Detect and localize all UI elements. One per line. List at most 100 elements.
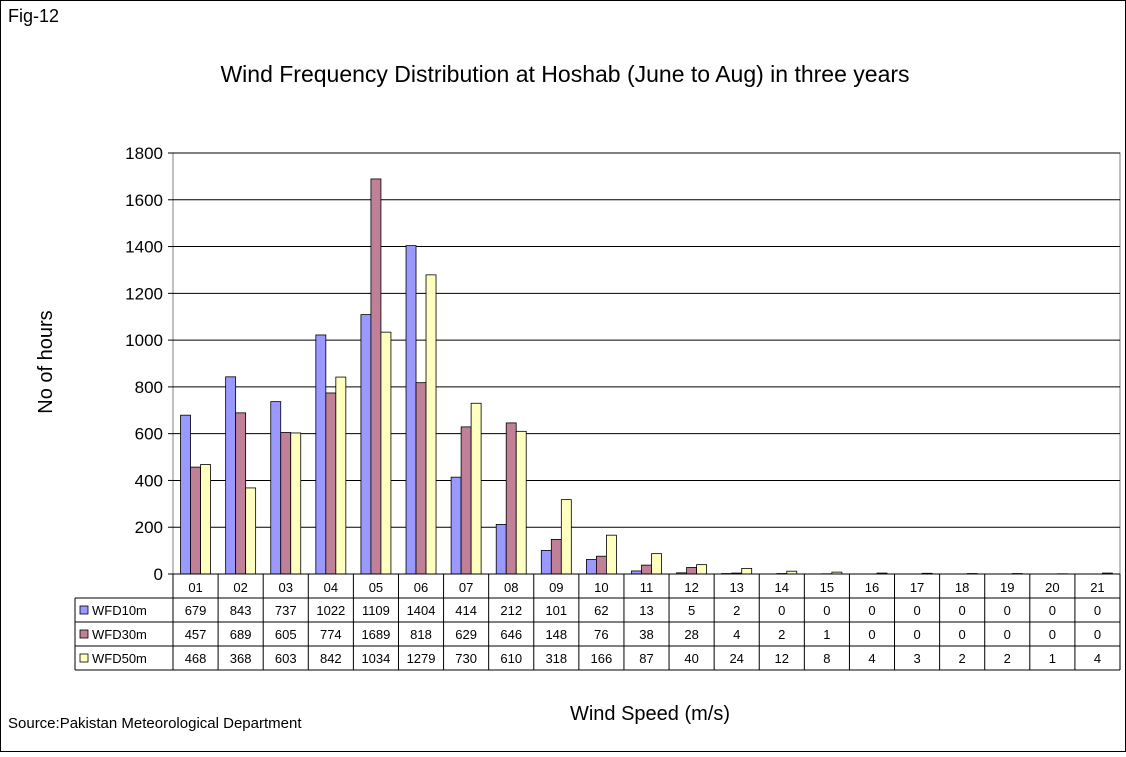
bar [181,415,191,574]
y-tick-label: 600 [135,425,163,444]
bar [271,402,281,574]
bar [371,179,381,574]
x-tick-label: 10 [594,580,608,595]
chart-title: Wind Frequency Distribution at Hoshab (J… [220,61,909,87]
table-cell: 679 [185,603,207,618]
legend-label: WFD50m [92,651,147,666]
table-cell: 28 [684,627,698,642]
bar [516,431,526,574]
bar [416,383,426,574]
bar [246,488,256,574]
bar [541,550,551,574]
table-cell: 1279 [407,651,436,666]
table-cell: 457 [185,627,207,642]
table-cell: 62 [594,603,608,618]
y-tick-label: 200 [135,518,163,537]
y-tick-label: 1800 [125,144,163,163]
bar [461,427,471,574]
y-tick-label: 1600 [125,191,163,210]
table-cell: 468 [185,651,207,666]
bar [326,393,336,574]
y-tick-label: 800 [135,378,163,397]
source: Source:Pakistan Meteorological Departmen… [8,715,302,732]
table-cell: 2 [733,603,740,618]
table-cell: 0 [1049,603,1056,618]
legend-swatch [80,654,88,662]
x-tick-label: 15 [820,580,834,595]
y-tick-label: 1000 [125,331,163,350]
table-cell: 689 [230,627,252,642]
table-cell: 2 [959,651,966,666]
table-cell: 0 [868,627,875,642]
table-cell: 842 [320,651,342,666]
table-cell: 166 [591,651,613,666]
table-cell: 1689 [361,627,390,642]
x-tick-label: 19 [1000,580,1014,595]
table-cell: 730 [455,651,477,666]
x-tick-label: 07 [459,580,473,595]
table-cell: 774 [320,627,342,642]
table-cell: 0 [913,603,920,618]
bar [742,568,752,574]
table-cell: 101 [545,603,567,618]
y-tick-label: 0 [154,565,163,584]
table-cell: 737 [275,603,297,618]
table-cell: 12 [775,651,789,666]
table-cell: 368 [230,651,252,666]
x-tick-label: 17 [910,580,924,595]
bar [642,565,652,574]
legend-label: WFD10m [92,603,147,618]
figure-label: Fig-12 [8,6,59,26]
table-cell: 843 [230,603,252,618]
x-tick-label: 16 [865,580,879,595]
table-cell: 318 [545,651,567,666]
x-tick-label: 04 [324,580,338,595]
x-tick-label: 02 [233,580,247,595]
bar [606,535,616,574]
x-tick-label: 06 [414,580,428,595]
table-cell: 3 [913,651,920,666]
table-cell: 610 [500,651,522,666]
table-cell: 0 [823,603,830,618]
table-cell: 0 [1004,627,1011,642]
bar [596,556,606,574]
table-cell: 818 [410,627,432,642]
table-cell: 212 [500,603,522,618]
table-cell: 603 [275,651,297,666]
bar [201,465,211,574]
x-tick-label: 03 [279,580,293,595]
bar [687,567,697,574]
x-axis-label: Wind Speed (m/s) [570,703,730,725]
table-cell: 1 [823,627,830,642]
table-cell: 76 [594,627,608,642]
bar [496,524,506,574]
table-cell: 0 [1094,627,1101,642]
table-cell: 1034 [361,651,390,666]
x-tick-label: 21 [1090,580,1104,595]
y-axis-label: No of hours [35,310,57,413]
plot-area [173,153,1120,574]
bar [381,332,391,574]
bar [281,432,291,574]
y-tick-label: 1200 [125,284,163,303]
legend-swatch [80,630,88,638]
table-cell: 1 [1049,651,1056,666]
table-cell: 629 [455,627,477,642]
table-cell: 0 [1049,627,1056,642]
bar [426,275,436,574]
table-cell: 1022 [316,603,345,618]
x-tick-label: 13 [729,580,743,595]
x-tick-label: 20 [1045,580,1059,595]
bar [336,377,346,574]
table-cell: 24 [729,651,743,666]
table-cell: 2 [778,627,785,642]
bar [191,467,201,574]
table-cell: 5 [688,603,695,618]
bar [471,403,481,574]
table-cell: 605 [275,627,297,642]
table-cell: 0 [1094,603,1101,618]
table-cell: 87 [639,651,653,666]
x-tick-label: 05 [369,580,383,595]
table-cell: 4 [868,651,875,666]
table-cell: 0 [959,627,966,642]
